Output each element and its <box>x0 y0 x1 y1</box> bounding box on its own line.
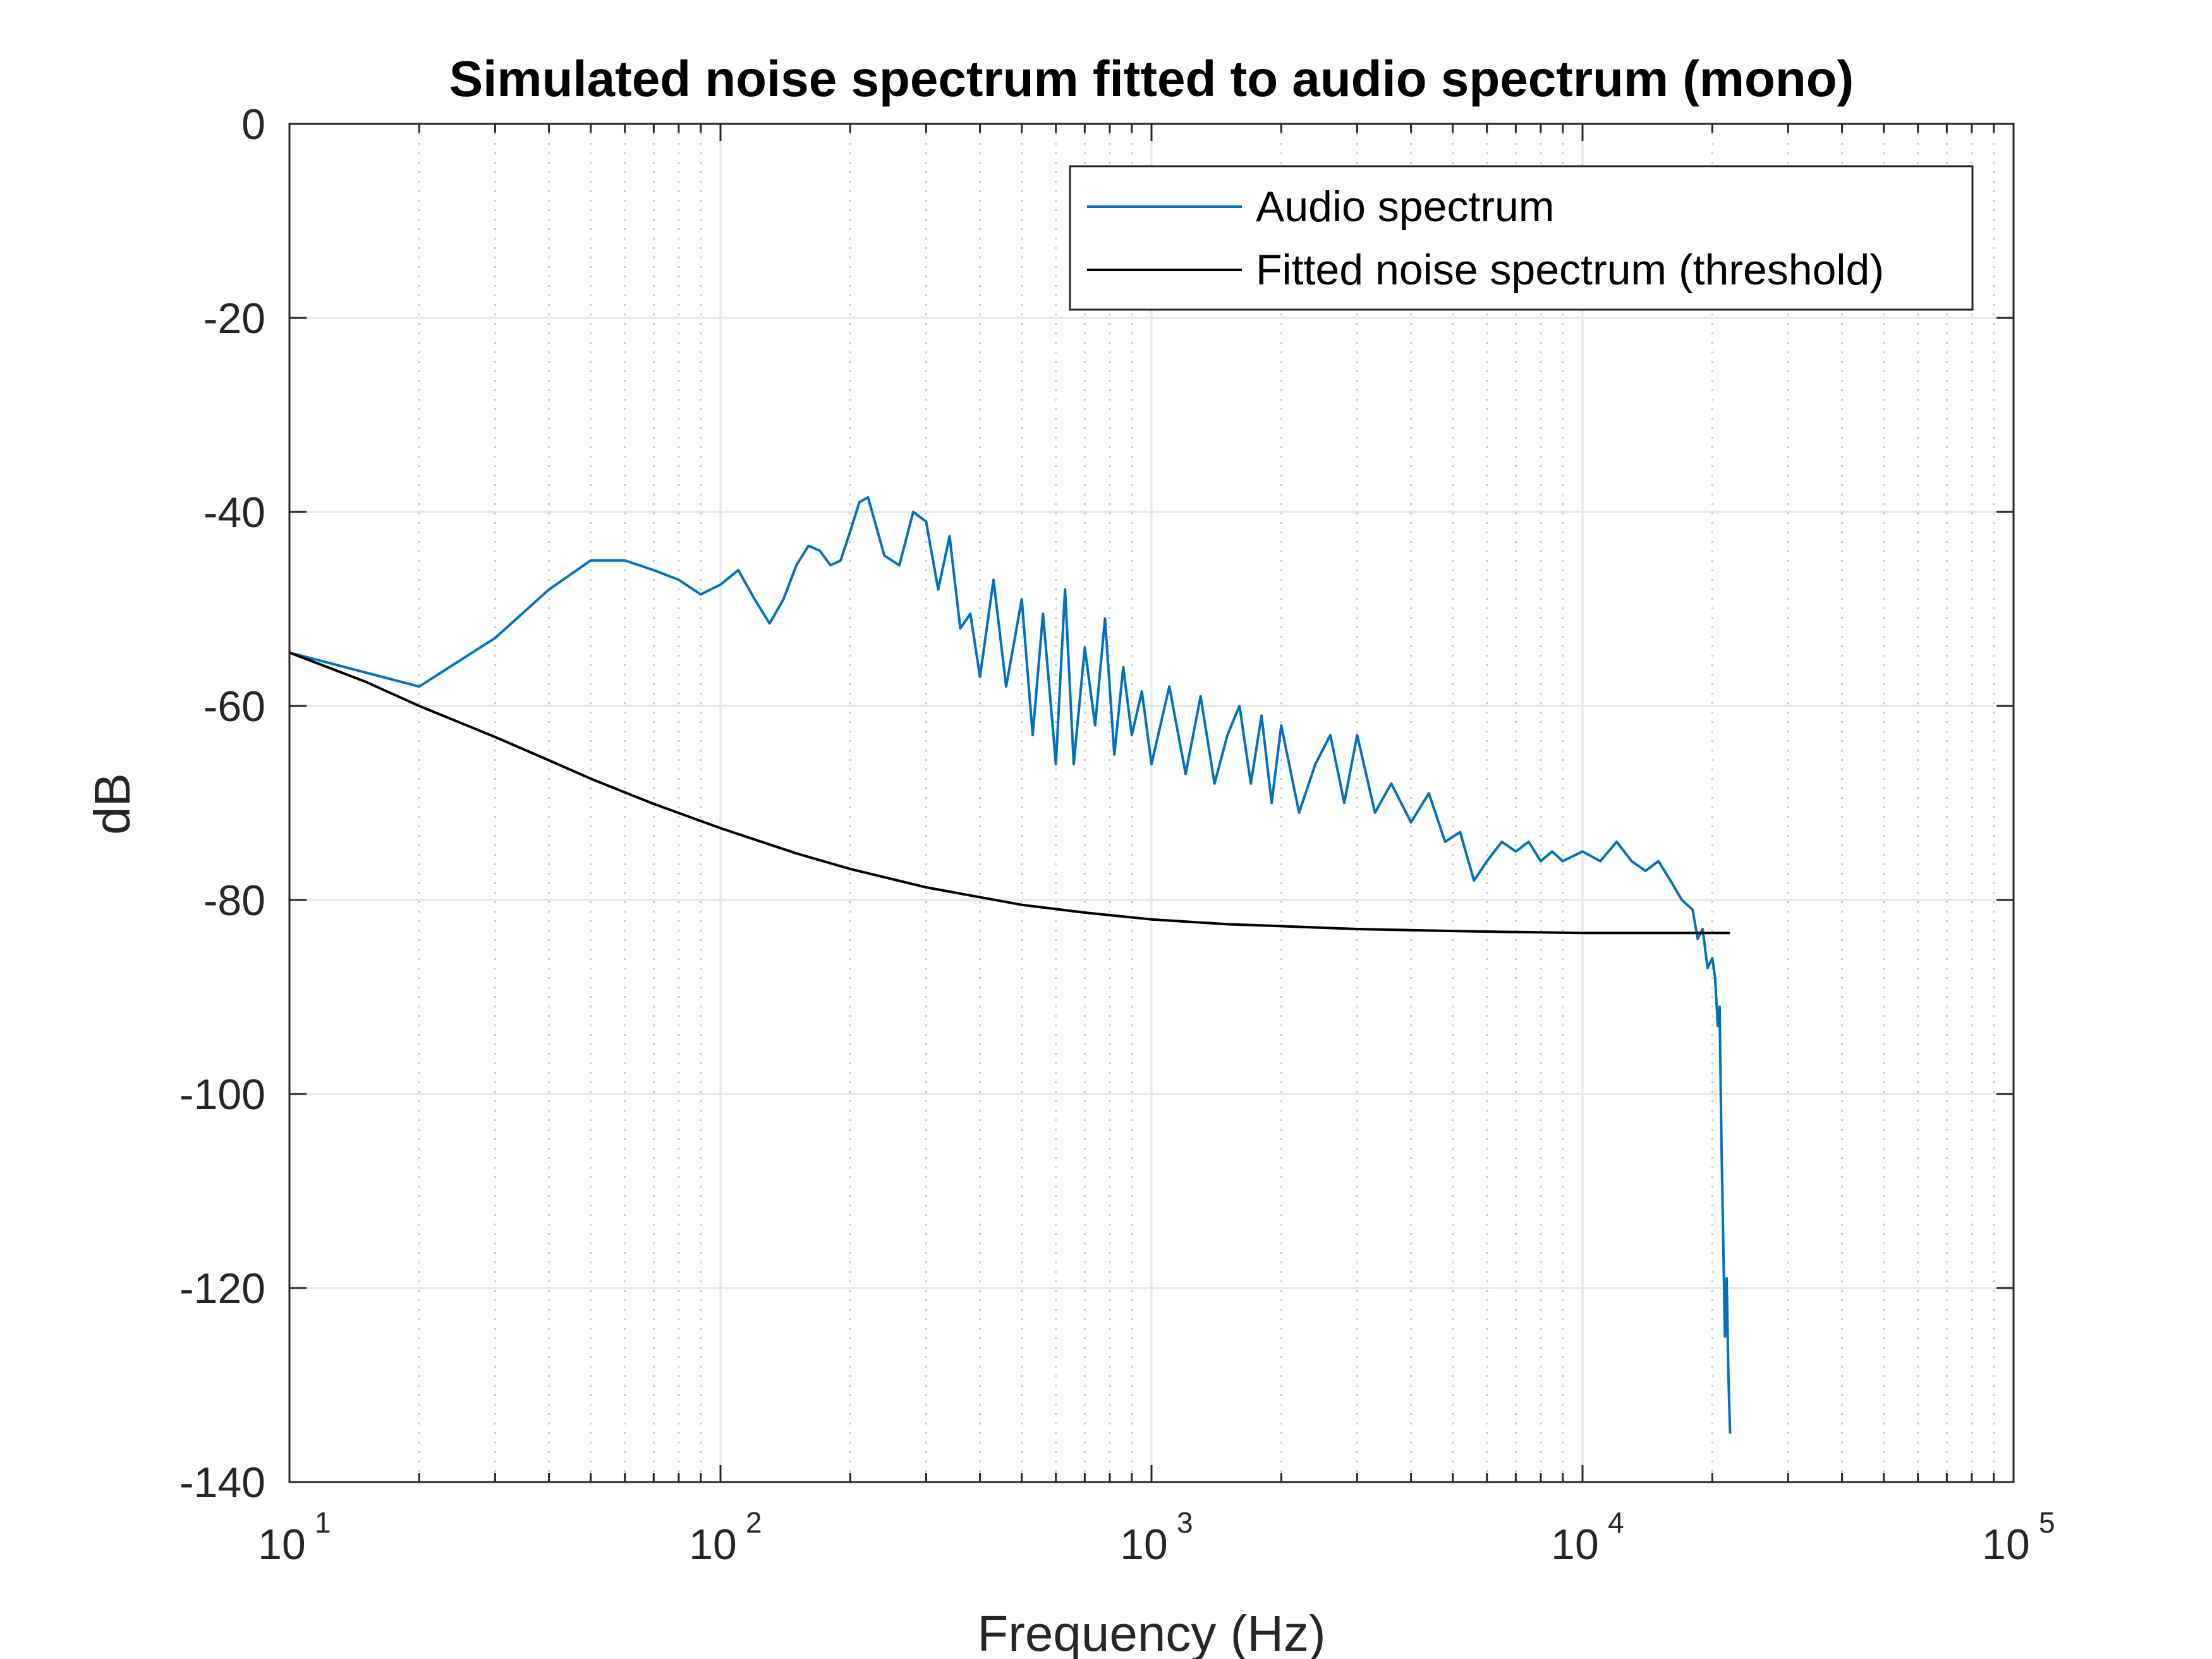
y-axis-label: dB <box>84 773 140 835</box>
legend-label-fitted-noise-spectrum: Fitted noise spectrum (threshold) <box>1256 246 1884 294</box>
y-tick-label: -40 <box>204 489 265 537</box>
x-tick-label: 10 <box>689 1521 737 1569</box>
y-tick-label: -100 <box>179 1071 265 1119</box>
x-tick-exponent: 3 <box>1177 1506 1193 1539</box>
legend-label-audio-spectrum: Audio spectrum <box>1256 183 1554 231</box>
series-layer <box>289 496 1732 1434</box>
chart-title: Simulated noise spectrum fitted to audio… <box>449 51 1854 107</box>
x-tick-exponent: 1 <box>315 1506 331 1539</box>
y-tick-label: -20 <box>204 295 265 343</box>
series-line-audio-spectrum <box>289 496 1732 1434</box>
y-tick-label: -80 <box>204 877 265 925</box>
tick-layer <box>288 123 2015 1483</box>
series-line-fitted-noise-spectrum <box>289 651 1730 935</box>
x-tick-label: 10 <box>258 1521 306 1569</box>
x-tick-label: 10 <box>1120 1521 1168 1569</box>
x-tick-label: 10 <box>1982 1521 2030 1569</box>
x-tick-exponent: 5 <box>2039 1506 2055 1539</box>
x-tick-exponent: 4 <box>1608 1506 1624 1539</box>
legend-box <box>1069 165 1974 311</box>
legend: Audio spectrum Fitted noise spectrum (th… <box>1069 165 1974 311</box>
y-tick-label: -140 <box>179 1459 265 1507</box>
grid-layer <box>289 124 2014 1482</box>
y-tick-label: 0 <box>241 100 265 149</box>
x-tick-exponent: 2 <box>746 1506 762 1539</box>
y-tick-label: -120 <box>179 1265 265 1313</box>
x-axis-label: Frequency (Hz) <box>977 1605 1325 1659</box>
x-tick-labels: 10 1 10 2 10 3 10 4 10 5 <box>258 1506 2055 1569</box>
y-tick-labels: 0 -20 -40 -60 -80 -100 -120 -140 <box>179 100 265 1507</box>
x-tick-label: 10 <box>1551 1521 1599 1569</box>
y-tick-label: -60 <box>204 683 265 731</box>
